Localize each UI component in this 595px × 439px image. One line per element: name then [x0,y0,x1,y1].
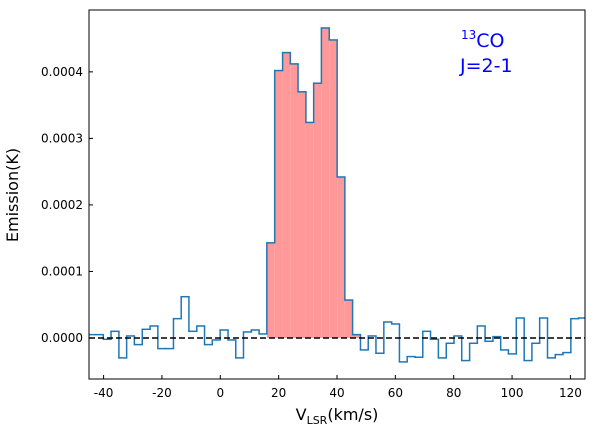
emission-fill [352,334,361,338]
emission-fill [321,27,330,338]
x-tick-label: -20 [152,386,172,400]
x-tick-label: 120 [559,386,582,400]
x-axis-label: VLSR(km/s) [296,405,379,427]
emission-fill [266,242,275,338]
axes: -40 -20 0 20 40 60 80 100 120 0.0000 0.0001 0.0002 0… [41,9,586,400]
x-tick-label: 100 [501,386,524,400]
x-tick-label: 60 [388,386,403,400]
x-tick-label: 0 [216,386,224,400]
annotation-sup: 13 [461,28,476,42]
emission-fill [344,300,353,338]
x-label-main: V [296,405,307,424]
x-label-sub: LSR [307,414,328,427]
x-label-rest: (km/s) [327,405,378,424]
y-axis-label: Emission(K) [3,148,22,242]
emission-fill [305,122,314,338]
y-tick-label: 0.0001 [41,264,83,278]
emission-fill [290,63,299,338]
emission-fill [274,70,283,338]
annotation-species-name: CO [476,30,504,52]
emission-fill [329,39,338,338]
y-tick-label: 0.0000 [41,331,83,345]
emission-fill [298,91,306,338]
emission-fill [313,83,322,338]
y-tick-label: 0.0003 [41,131,83,145]
annotation-line: J=2-1 [459,55,513,77]
y-tick-label: 0.0002 [41,198,83,212]
x-tick-label: -40 [94,386,114,400]
plot-area [89,27,585,363]
annotation-species: 13CO [461,28,505,52]
x-tick-label: 80 [446,386,461,400]
emission-fill [282,52,291,338]
x-tick-label: 20 [271,386,286,400]
y-tick-label: 0.0004 [41,65,83,79]
emission-fill [337,176,345,338]
x-tick-label: 40 [329,386,344,400]
